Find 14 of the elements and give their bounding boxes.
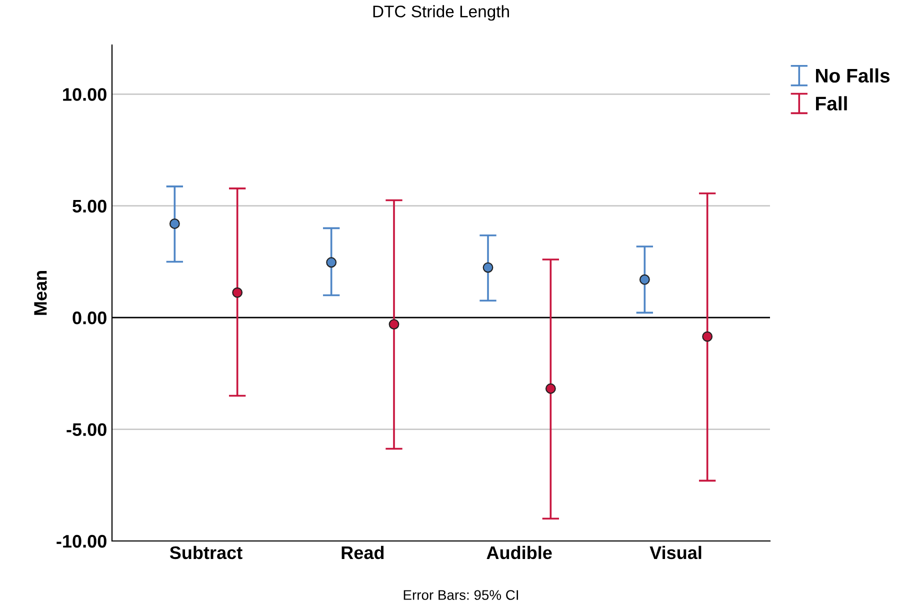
y-tick-label: 0.00 xyxy=(72,312,106,324)
y-tick-label: 10.00 xyxy=(63,88,106,101)
y-tick-label: -10.00 xyxy=(56,534,106,548)
text: Error Bars: 95% CI xyxy=(404,590,518,600)
chart-title: DTC Stride Length xyxy=(373,5,509,21)
x-tick-label: Audible xyxy=(486,546,552,560)
x-tick-label: Subtract xyxy=(170,546,242,560)
y-tick-label: -5.00 xyxy=(66,423,106,436)
y-tick-label: 5.00 xyxy=(72,200,106,213)
legend-label: No Falls xyxy=(816,68,890,83)
x-tick-label: Read xyxy=(342,546,384,560)
legend-label: Fall xyxy=(816,96,847,110)
x-tick-label: Visual xyxy=(650,546,702,560)
y-axis-title: Mean xyxy=(34,271,47,315)
